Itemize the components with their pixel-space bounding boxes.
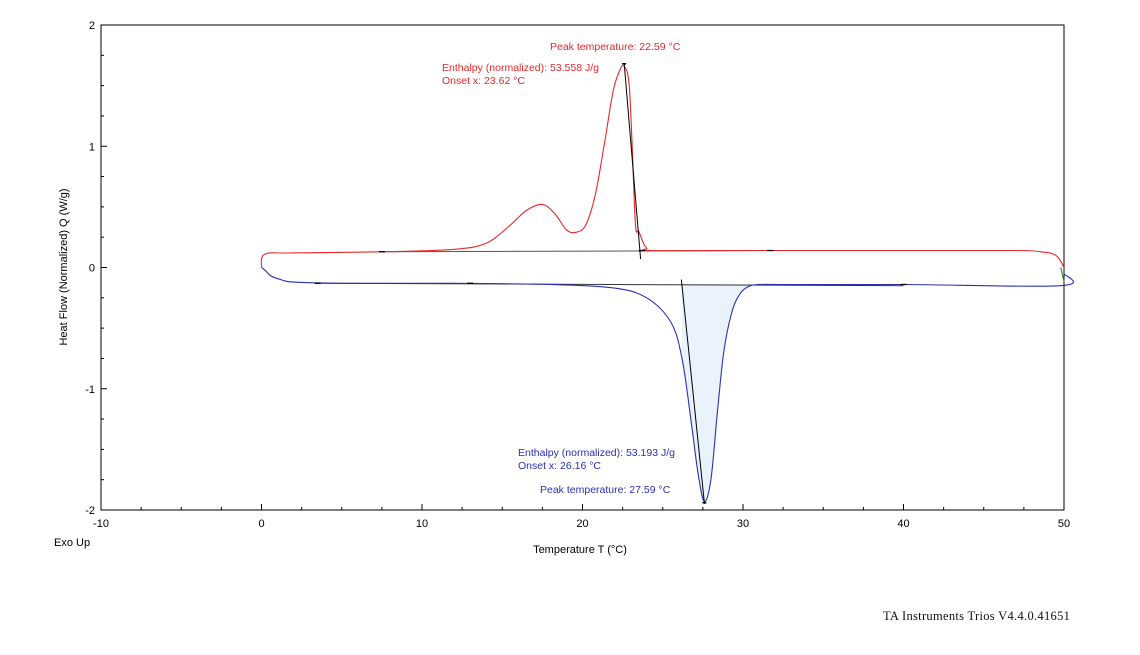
end-marker: [1060, 267, 1065, 283]
lower-peak-fill: [682, 283, 760, 502]
y-tick-label: -1: [85, 384, 95, 396]
upper-enthalpy-annotation: Enthalpy (normalized): 53.558 J/g: [442, 62, 599, 74]
lower-onset-annotation: Onset x: 26.16 °C: [518, 460, 601, 472]
axis-ticks: [100, 24, 1065, 511]
baselines: [317, 250, 904, 287]
series-lower-line: [261, 267, 1074, 503]
software-version: TA Instruments Trios V4.4.0.41651: [883, 609, 1071, 623]
plot-frame: [100, 24, 1065, 511]
y-tick-label: 1: [89, 141, 95, 153]
y-axis-label: Heat Flow (Normalized) Q (W/g): [58, 188, 70, 345]
upper-peak-annotation: Peak temperature: 22.59 °C: [550, 41, 681, 53]
exo-up-label: Exo Up: [54, 537, 91, 549]
x-tick-label: 30: [737, 518, 749, 530]
y-tick-label: 2: [89, 20, 95, 32]
x-axis-label: Temperature T (°C): [533, 544, 627, 556]
x-tick-label: 0: [258, 518, 264, 530]
lower-tangent: [680, 279, 705, 504]
series-upper-line: [260, 64, 1065, 268]
upper-onset-annotation: Onset x: 23.62 °C: [442, 75, 525, 87]
lower-enthalpy-annotation: Enthalpy (normalized): 53.193 J/g: [518, 447, 675, 459]
x-tick-label: 20: [576, 518, 588, 530]
x-tick-label: 50: [1058, 518, 1070, 530]
lower-peak-annotation: Peak temperature: 27.59 °C: [540, 484, 671, 496]
y-tick-label: 0: [89, 263, 95, 275]
analysis-markers: [314, 63, 1065, 504]
x-tick-label: -10: [93, 518, 109, 530]
y-tick-label: -2: [85, 505, 95, 517]
x-tick-label: 40: [897, 518, 909, 530]
upper-tangent: [623, 63, 642, 260]
x-tick-label: 10: [416, 518, 428, 530]
